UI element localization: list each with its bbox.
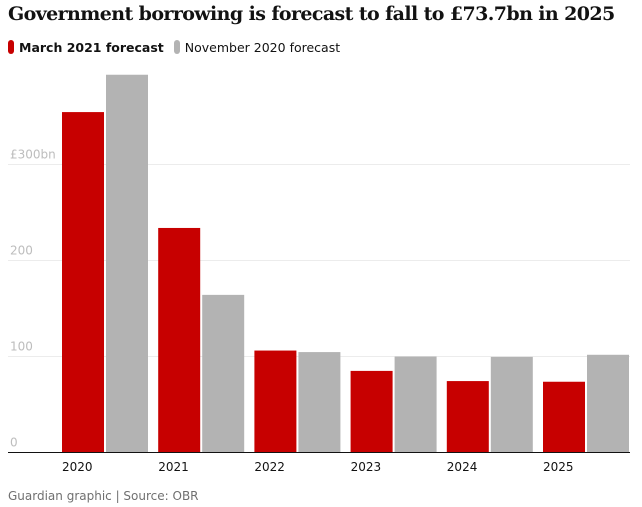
y-tick-label: 0	[10, 436, 18, 450]
bar	[106, 74, 148, 453]
bar-chart: 0 100 200 £300bn 2020 2021 2022 2023 2024 2025	[8, 74, 630, 474]
bar	[298, 352, 341, 453]
y-tick-label: 100	[10, 340, 33, 354]
chart-title: Government borrowing is forecast to fall…	[8, 3, 615, 25]
legend-swatch-november-2020	[173, 40, 180, 54]
legend: March 2021 forecast November 2020 foreca…	[8, 38, 350, 56]
x-tick-label: 2023	[351, 460, 382, 474]
bar	[62, 112, 104, 453]
bar	[350, 370, 393, 453]
legend-item-march-2021: March 2021 forecast	[8, 40, 164, 55]
bar	[446, 381, 489, 453]
legend-label-november-2020: November 2020 forecast	[184, 39, 341, 55]
bar	[254, 350, 297, 453]
bar	[202, 294, 245, 453]
legend-item-november-2020: November 2020 forecast	[173, 39, 341, 55]
source-note: Guardian graphic | Source: OBR	[8, 489, 199, 503]
x-tick-label: 2020	[62, 460, 93, 474]
y-tick-label: £300bn	[10, 148, 56, 162]
x-tick-label: 2021	[158, 460, 189, 474]
y-tick-label: 200	[10, 244, 33, 258]
legend-swatch-march-2021	[8, 40, 14, 54]
bar	[490, 356, 533, 453]
bar	[394, 356, 437, 453]
x-tick-label: 2024	[447, 460, 478, 474]
bar	[587, 354, 629, 453]
bar	[158, 227, 201, 453]
x-tick-label: 2022	[254, 460, 285, 474]
x-tick-label: 2025	[543, 460, 574, 474]
legend-label-march-2021: March 2021 forecast	[19, 39, 164, 55]
bar	[543, 381, 585, 453]
